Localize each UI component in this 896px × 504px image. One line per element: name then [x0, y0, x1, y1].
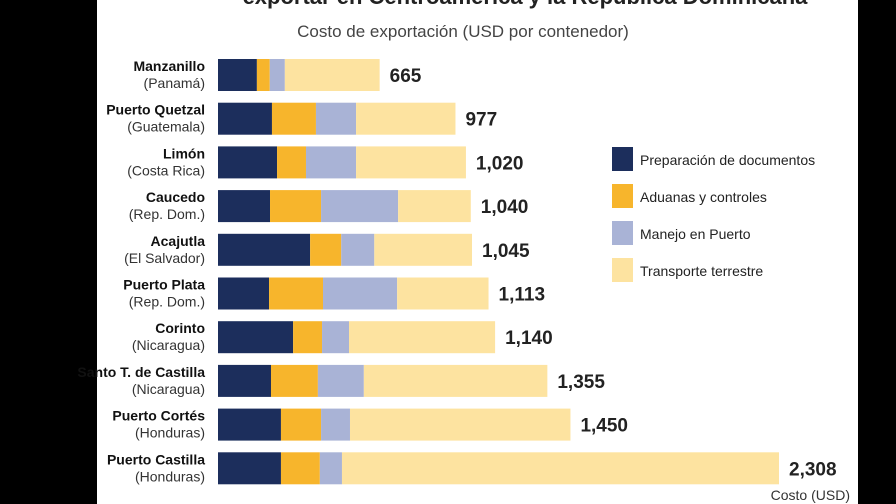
bar-total-label: 1,450	[580, 416, 628, 437]
bar-row: Caucedo(Rep. Dom.) 1,040	[129, 189, 529, 223]
port-name: Puerto Plata	[123, 277, 205, 293]
bar-segment	[218, 59, 257, 91]
bar-segment	[323, 277, 398, 310]
port-name: Acajutla	[151, 233, 206, 249]
bar-total-label: 1,045	[482, 241, 530, 262]
bar-segment	[341, 233, 375, 266]
bar-segment	[218, 277, 270, 310]
bar-segment	[315, 102, 357, 135]
bar-row: Corinto(Nicaragua) 1,140	[132, 320, 553, 354]
port-name: Manzanillo	[133, 58, 205, 74]
bar-segment	[321, 408, 350, 441]
bar-segment	[218, 190, 271, 223]
port-name: Corinto	[155, 320, 205, 336]
bar-segment	[218, 102, 272, 135]
bar-segment	[305, 146, 357, 179]
port-country: (Honduras)	[135, 425, 205, 441]
bar-segment	[317, 364, 364, 397]
bar-total-label: 1,040	[481, 197, 529, 218]
bar-segment	[269, 277, 324, 310]
port-country: (Nicaragua)	[132, 337, 205, 353]
bar-row: Puerto Castilla(Honduras) 2,308	[107, 451, 837, 485]
legend-swatch	[612, 258, 633, 282]
bar-segment	[218, 452, 281, 485]
port-country: (Panamá)	[144, 75, 205, 91]
legend-item: Aduanas y controles	[612, 184, 767, 208]
bar-segment	[293, 321, 323, 354]
legend-swatch	[612, 184, 633, 208]
bar-segment	[270, 190, 322, 223]
bar-row: Limón(Costa Rica) 1,020	[127, 145, 524, 179]
bar-segment	[356, 146, 466, 179]
port-name: Santo T. de Castilla	[77, 364, 205, 380]
bar-segment	[319, 452, 342, 485]
bar-row: Puerto Plata(Rep. Dom.) 1,113	[123, 277, 545, 310]
bar-total-label: 1,140	[505, 328, 553, 349]
chart-subtitle: Costo de exportación (USD por contenedor…	[297, 22, 629, 41]
bar-total-label: 1,020	[476, 153, 524, 174]
legend-label: Aduanas y controles	[640, 189, 767, 205]
bar-row: Puerto Quetzal(Guatemala) 977	[106, 102, 497, 135]
port-country: (Rep. Dom.)	[129, 206, 205, 222]
legend-item: Preparación de documentos	[612, 147, 815, 171]
port-name: Puerto Cortés	[112, 408, 205, 424]
port-name: Limón	[163, 145, 205, 161]
bar-segment	[218, 408, 281, 441]
port-country: (Rep. Dom.)	[129, 294, 205, 310]
bar-segment	[218, 146, 278, 179]
legend-swatch	[612, 221, 633, 245]
legend-label: Preparación de documentos	[640, 152, 815, 168]
port-name: Caucedo	[146, 189, 205, 205]
bar-row: Santo T. de Castilla(Nicaragua) 1,355	[77, 364, 605, 397]
legend-label: Transporte terrestre	[640, 263, 763, 279]
chart-title: exportar en Centroamérica y la República…	[243, 0, 809, 9]
port-country: (Honduras)	[135, 468, 205, 484]
bar-row: Acajutla(El Salvador) 1,045	[124, 233, 530, 266]
bar-segment	[271, 102, 316, 135]
bar-row: Manzanillo(Panamá) 665	[133, 58, 422, 91]
bar-segment	[397, 277, 489, 310]
bar-segment	[284, 59, 380, 91]
bar-segment	[356, 102, 456, 135]
legend-item: Transporte terrestre	[612, 258, 763, 282]
port-name: Puerto Quetzal	[106, 102, 205, 118]
bar-segment	[280, 452, 320, 485]
bar-segment	[349, 321, 496, 354]
bar-segment	[256, 59, 270, 91]
legend-item: Manejo en Puerto	[612, 221, 751, 245]
legend-swatch	[612, 147, 633, 171]
port-name: Puerto Castilla	[107, 451, 205, 467]
bar-total-label: 977	[465, 110, 497, 131]
port-country: (El Salvador)	[124, 250, 205, 266]
bar-segment	[280, 408, 322, 441]
bar-total-label: 1,355	[557, 372, 605, 393]
bar-total-label: 1,113	[499, 285, 546, 306]
bar-total-label: 665	[390, 66, 422, 87]
bar-row: Puerto Cortés(Honduras) 1,450	[112, 408, 628, 441]
bar-total-label: 2,308	[789, 459, 837, 480]
x-axis-label: Costo (USD)	[771, 487, 850, 503]
bar-segment	[363, 364, 548, 397]
bar-segment	[322, 321, 350, 354]
bar-segment	[218, 233, 311, 266]
port-country: (Nicaragua)	[132, 381, 205, 397]
bar-segment	[341, 452, 779, 485]
bar-segment	[398, 190, 471, 223]
bar-segment	[218, 321, 294, 354]
port-country: (Costa Rica)	[127, 162, 205, 178]
bar-segment	[321, 190, 399, 223]
port-country: (Guatemala)	[127, 119, 205, 135]
legend-label: Manejo en Puerto	[640, 226, 751, 242]
bar-segment	[374, 233, 473, 266]
bar-segment	[310, 233, 342, 266]
bar-segment	[269, 59, 285, 91]
bar-segment	[270, 364, 318, 397]
bar-segment	[349, 408, 571, 441]
bar-segment	[277, 146, 306, 179]
bar-segment	[218, 364, 271, 397]
